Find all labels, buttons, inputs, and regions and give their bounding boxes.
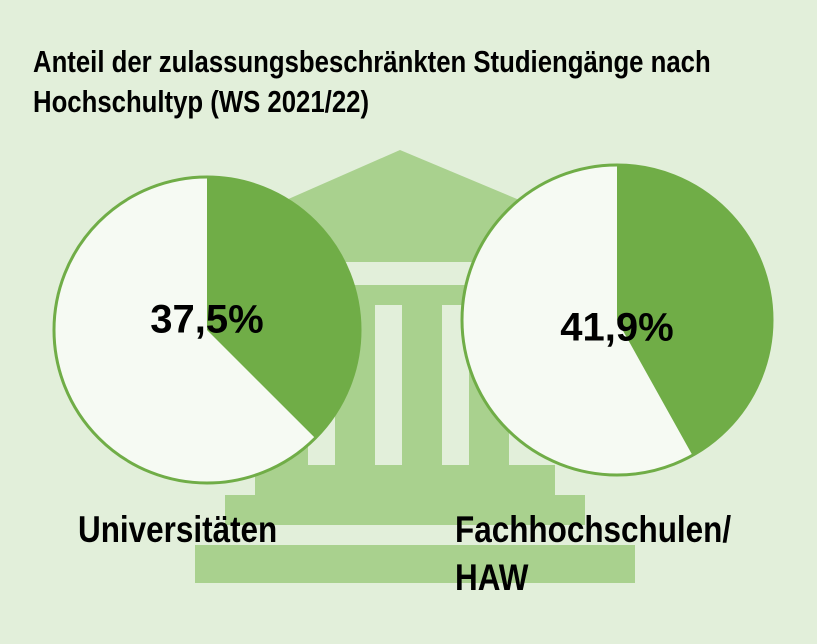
value-label: 41,9% [560, 306, 673, 350]
value-label: 37,5% [150, 298, 263, 342]
pie-slice [207, 177, 361, 439]
pie-name: Fachhochschulen/ HAW [455, 509, 732, 598]
pie-slice [617, 165, 772, 456]
pie-name: Universitäten [78, 509, 278, 550]
title: Anteil der zulassungsbeschränkten Studie… [33, 44, 711, 119]
